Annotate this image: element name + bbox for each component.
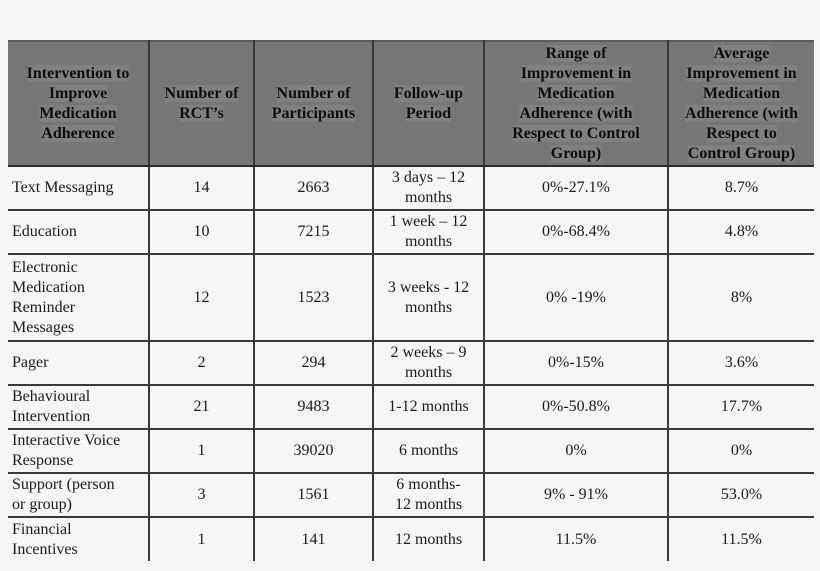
cell-participants: 294 [253,340,374,386]
table-row: Education 10 7215 1 week – 12 months 0%-… [8,209,814,255]
cell-improvement-average: 8.7% [667,165,814,211]
cell-improvement-range: 0%-68.4% [483,209,669,255]
table-row: Behavioural Intervention 21 9483 1-12 mo… [8,384,814,430]
cell-rct-count: 1 [148,516,255,561]
col-header-improvement-average-label: Average Improvement in Medication Adhere… [684,44,799,162]
cell-improvement-range: 0% [483,428,669,474]
cell-rct-count: 14 [148,165,255,211]
cell-improvement-average: 0% [667,428,814,474]
cell-improvement-range: 0%-27.1% [483,165,669,211]
cell-improvement-average: 11.5% [667,516,814,561]
cell-follow-up: 2 weeks – 9 months [372,340,485,386]
cell-intervention: Electronic Medication Reminder Messages [8,253,150,342]
col-header-intervention: Intervention to Improve Medication Adher… [8,40,150,167]
cell-follow-up: 6 months [372,428,485,474]
header-row: Intervention to Improve Medication Adher… [8,40,814,167]
cell-intervention: Support (person or group) [8,472,150,518]
cell-follow-up: 1 week – 12 months [372,209,485,255]
cell-intervention: Pager [8,340,150,386]
cell-rct-count: 10 [148,209,255,255]
cell-rct-count: 3 [148,472,255,518]
table-row: Electronic Medication Reminder Messages … [8,253,814,342]
cell-intervention: Behavioural Intervention [8,384,150,430]
cell-follow-up: 1-12 months [372,384,485,430]
cell-intervention: Interactive Voice Response [8,428,150,474]
col-header-rct-count: Number of RCT’s [148,40,255,167]
cell-rct-count: 1 [148,428,255,474]
cell-improvement-average: 17.7% [667,384,814,430]
col-header-improvement-range-label: Range of Improvement in Medication Adher… [512,44,640,162]
interventions-table: Intervention to Improve Medication Adher… [8,40,814,561]
cell-participants: 2663 [253,165,374,211]
table-row: Financial Incentives 1 141 12 months 11.… [8,516,814,561]
table-row: Interactive Voice Response 1 39020 6 mon… [8,428,814,474]
cell-follow-up: 12 months [372,516,485,561]
cell-participants: 141 [253,516,374,561]
cell-participants: 39020 [253,428,374,474]
cell-intervention: Financial Incentives [8,516,150,561]
table-body: Text Messaging 14 2663 3 days – 12 month… [8,165,814,561]
col-header-improvement-range: Range of Improvement in Medication Adher… [483,40,669,167]
cell-improvement-range: 9% - 91% [483,472,669,518]
cell-rct-count: 12 [148,253,255,342]
cell-intervention: Education [8,209,150,255]
cell-improvement-range: 0%-15% [483,340,669,386]
cell-improvement-average: 8% [667,253,814,342]
cell-participants: 9483 [253,384,374,430]
cell-improvement-range: 11.5% [483,516,669,561]
table-row: Pager 2 294 2 weeks – 9 months 0%-15% 3.… [8,340,814,386]
cell-participants: 1523 [253,253,374,342]
cell-rct-count: 21 [148,384,255,430]
col-header-rct-count-label: Number of RCT’s [164,84,239,122]
col-header-participants: Number of Participants [253,40,374,167]
col-header-follow-up-label: Follow-up Period [393,84,464,122]
table-header: Intervention to Improve Medication Adher… [8,40,814,167]
cell-improvement-average: 3.6% [667,340,814,386]
cell-improvement-range: 0%-50.8% [483,384,669,430]
cell-follow-up: 3 days – 12 months [372,165,485,211]
table-row: Text Messaging 14 2663 3 days – 12 month… [8,165,814,211]
cell-follow-up: 6 months- 12 months [372,472,485,518]
cell-intervention: Text Messaging [8,165,150,211]
table-row: Support (person or group) 3 1561 6 month… [8,472,814,518]
cell-follow-up: 3 weeks - 12 months [372,253,485,342]
cell-improvement-average: 53.0% [667,472,814,518]
cell-participants: 7215 [253,209,374,255]
cell-participants: 1561 [253,472,374,518]
cell-improvement-average: 4.8% [667,209,814,255]
col-header-intervention-label: Intervention to Improve Medication Adher… [26,64,130,142]
cell-improvement-range: 0% -19% [483,253,669,342]
col-header-participants-label: Number of Participants [271,84,356,122]
col-header-follow-up: Follow-up Period [372,40,485,167]
cell-rct-count: 2 [148,340,255,386]
col-header-improvement-average: Average Improvement in Medication Adhere… [667,40,814,167]
